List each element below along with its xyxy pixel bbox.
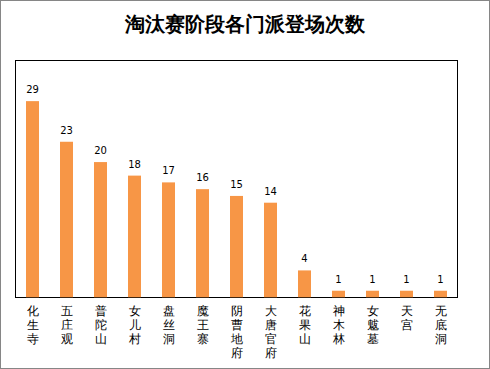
x-tick-label: 魔王寨 <box>197 304 209 346</box>
bar <box>196 189 209 297</box>
bar <box>94 162 107 297</box>
bars <box>26 101 447 297</box>
chart-container: 淘汰赛阶段各门派登场次数 29 化生寺 23 五庄观 20 普陀山 18 女儿村 17 盘丝洞 16 魔… <box>0 0 490 369</box>
bar <box>128 176 141 298</box>
bar <box>400 291 413 298</box>
bar <box>264 203 277 298</box>
data-label: 1 <box>335 274 341 285</box>
bar <box>298 270 311 297</box>
x-tick-label: 阴曹地府 <box>230 304 243 360</box>
x-tick-label: 女魃墓 <box>367 304 379 346</box>
x-tick-label: 大唐官府 <box>265 304 277 360</box>
data-label: 1 <box>403 274 409 285</box>
data-label: 4 <box>301 253 307 264</box>
data-label: 1 <box>437 274 443 285</box>
labels: 29化生寺23五庄观20普陀山18女儿村17盘丝洞16魔王寨15阴曹地府14大唐… <box>26 84 446 359</box>
x-tick-label: 天宫 <box>401 304 413 332</box>
x-tick-label: 盘丝洞 <box>163 304 175 346</box>
data-label: 15 <box>230 179 243 190</box>
bar <box>26 101 39 297</box>
bar <box>60 142 73 298</box>
bar <box>366 291 379 298</box>
chart-border <box>1 1 490 369</box>
x-tick-label: 神木林 <box>332 304 345 346</box>
x-tick-label: 无底洞 <box>435 304 447 346</box>
data-label: 29 <box>26 84 39 95</box>
x-tick-label: 女儿村 <box>128 304 141 346</box>
data-label: 16 <box>196 172 209 183</box>
data-label: 18 <box>128 159 141 170</box>
x-tick-label: 普陀山 <box>95 304 107 346</box>
x-tick-label: 五庄观 <box>61 304 73 346</box>
data-label: 23 <box>60 125 73 136</box>
x-tick-label: 花果山 <box>299 304 311 346</box>
chart-title: 淘汰赛阶段各门派登场次数 <box>124 12 366 36</box>
plot-frame <box>16 61 458 298</box>
bar <box>434 291 447 298</box>
bar <box>230 196 243 298</box>
data-label: 20 <box>94 145 107 156</box>
chart-svg: 淘汰赛阶段各门派登场次数 29 化生寺 23 五庄观 20 普陀山 18 女儿村 17 盘丝洞 16 魔… <box>0 0 490 369</box>
data-label: 1 <box>369 274 375 285</box>
x-tick-label: 化生寺 <box>27 304 39 346</box>
data-label: 14 <box>264 186 277 197</box>
bar <box>332 291 345 298</box>
bar <box>162 182 175 297</box>
data-label: 17 <box>162 165 175 176</box>
